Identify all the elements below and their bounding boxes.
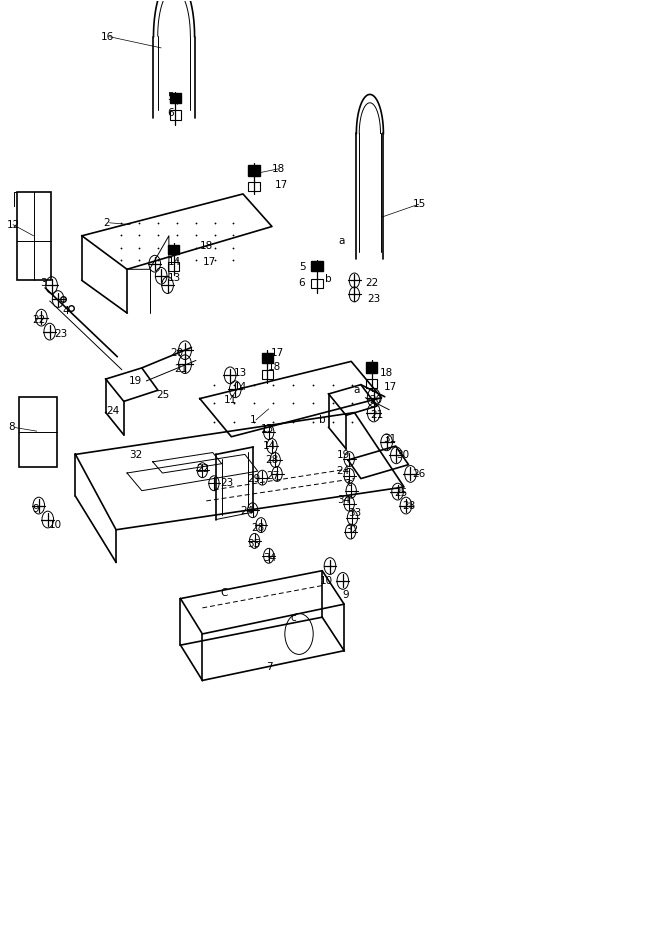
Text: 18: 18 (380, 369, 393, 379)
Text: 18: 18 (267, 362, 281, 372)
Text: 4: 4 (63, 306, 69, 316)
Bar (170, 93, 181, 103)
Text: 14: 14 (263, 441, 276, 451)
Text: 17: 17 (270, 348, 284, 358)
Text: 5: 5 (168, 92, 174, 103)
Text: 18: 18 (200, 241, 213, 251)
Text: 19: 19 (129, 376, 142, 386)
Text: 32: 32 (345, 524, 358, 535)
Bar (17, 192, 51, 281)
Text: 14: 14 (168, 257, 181, 267)
Text: 31: 31 (384, 434, 397, 443)
Text: 13: 13 (234, 369, 247, 379)
Text: 9: 9 (343, 590, 349, 600)
Text: 34: 34 (337, 495, 350, 505)
Text: 14: 14 (234, 383, 247, 393)
Text: C: C (221, 588, 228, 598)
Text: 26: 26 (412, 469, 426, 479)
Text: 12: 12 (6, 219, 20, 230)
Text: 7: 7 (266, 662, 273, 673)
Bar (170, 110, 181, 119)
Bar (261, 369, 272, 379)
Text: 22: 22 (197, 465, 210, 474)
Text: 28: 28 (265, 455, 279, 465)
Bar (261, 353, 272, 363)
Text: 23: 23 (54, 329, 67, 340)
Bar (248, 182, 259, 191)
Bar (366, 379, 377, 388)
Text: 28: 28 (402, 502, 416, 511)
Text: 1: 1 (249, 415, 256, 425)
Text: 10: 10 (320, 576, 333, 586)
Text: a: a (338, 236, 345, 246)
Text: c: c (347, 479, 353, 488)
Text: 19: 19 (337, 451, 350, 460)
Text: b: b (325, 273, 332, 284)
Text: 6: 6 (168, 108, 174, 118)
Text: 9: 9 (32, 505, 39, 514)
Text: 24: 24 (106, 406, 120, 416)
Text: 17: 17 (275, 180, 289, 189)
Text: 5: 5 (300, 262, 306, 272)
Text: 18: 18 (272, 164, 285, 174)
Text: 10: 10 (49, 520, 61, 530)
Text: 2: 2 (103, 217, 110, 228)
Text: 17: 17 (384, 383, 397, 393)
Text: 30: 30 (397, 451, 410, 460)
Text: a: a (353, 385, 360, 396)
Bar (248, 165, 259, 176)
Text: 27: 27 (266, 471, 280, 480)
Text: 23: 23 (221, 479, 234, 488)
Text: 20: 20 (170, 348, 183, 358)
Text: 11: 11 (224, 395, 237, 405)
Text: 32: 32 (129, 451, 142, 460)
Text: 35: 35 (247, 538, 260, 549)
Text: 17: 17 (203, 257, 216, 267)
Text: 22: 22 (32, 315, 45, 326)
Text: 33: 33 (348, 508, 361, 518)
Text: 8: 8 (8, 423, 14, 432)
Text: 16: 16 (101, 32, 115, 42)
Bar (366, 362, 377, 372)
Bar (311, 261, 323, 272)
Text: 21: 21 (371, 411, 384, 421)
Text: 15: 15 (412, 199, 426, 209)
Bar (311, 279, 323, 288)
Text: 24: 24 (336, 466, 349, 476)
Text: 13: 13 (261, 425, 274, 434)
Text: c: c (290, 613, 296, 623)
Text: 24: 24 (241, 506, 254, 516)
Text: 28: 28 (251, 522, 265, 533)
Text: 20: 20 (369, 395, 382, 405)
Text: 29: 29 (247, 474, 260, 483)
Text: 23: 23 (367, 294, 380, 304)
Text: 6: 6 (298, 278, 305, 288)
Text: 13: 13 (168, 272, 181, 283)
Text: 25: 25 (395, 488, 408, 497)
Text: 34: 34 (263, 552, 276, 563)
Bar (19, 397, 57, 466)
Text: 25: 25 (156, 390, 170, 400)
Bar (168, 245, 179, 255)
Text: b: b (319, 415, 325, 425)
Text: 21: 21 (174, 364, 187, 374)
Text: 3: 3 (40, 278, 47, 288)
Bar (168, 262, 179, 272)
Text: 22: 22 (366, 278, 378, 288)
